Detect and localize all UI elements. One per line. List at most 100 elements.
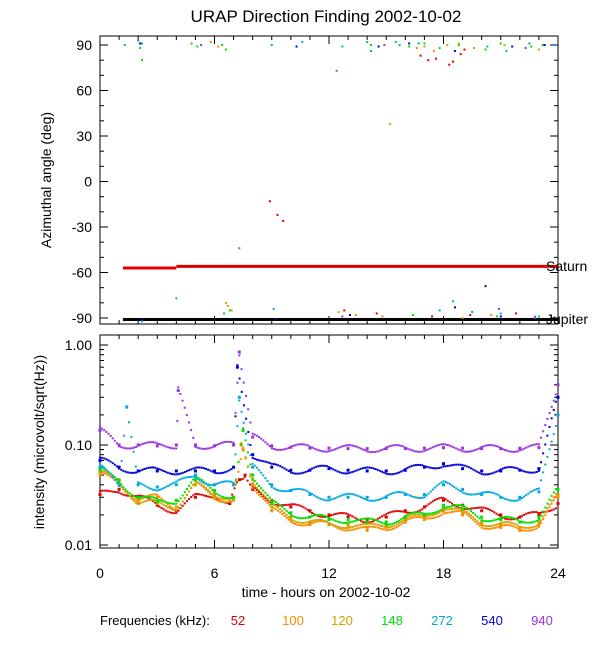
intensity-trace-dot	[510, 499, 513, 502]
intensity-trace-dot	[296, 472, 299, 475]
intensity-trace-dot	[467, 512, 470, 515]
intensity-trace-dot	[266, 480, 269, 483]
intensity-trace-dot	[234, 453, 237, 456]
intensity-trace-dot	[221, 496, 224, 499]
intensity-trace-dot	[548, 503, 551, 506]
intensity-trace-dot	[361, 526, 364, 529]
intensity-trace-dot	[429, 512, 432, 515]
intensity-trace-dot	[221, 501, 224, 504]
intensity-trace-dot	[506, 524, 509, 527]
intensity-trace-dot	[188, 490, 191, 493]
intensity-trace-dot	[262, 497, 265, 500]
intensity-trace-dot	[317, 513, 320, 516]
intensity-trace-dot	[540, 519, 543, 522]
intensity-trace-dot	[540, 522, 543, 525]
intensity-trace-dot	[397, 519, 400, 522]
azimuth-point	[453, 50, 456, 53]
intensity-trace-dot	[173, 473, 176, 476]
intensity-trace-dot	[351, 444, 354, 447]
intensity-trace-dot	[444, 506, 447, 509]
intensity-trace-dot	[340, 528, 343, 531]
intensity-trace-dot	[351, 520, 354, 523]
intensity-trace-dot	[342, 493, 345, 496]
intensity-trace-dot	[491, 491, 494, 494]
intensity-trace-dot	[166, 503, 169, 506]
intensity-point	[251, 435, 255, 439]
intensity-trace-dot	[347, 521, 350, 524]
intensity-trace-dot	[181, 494, 184, 497]
intensity-trace-dot	[374, 499, 377, 502]
intensity-trace-dot	[139, 469, 142, 472]
intensity-trace-dot	[313, 513, 316, 516]
intensity-trace-dot	[209, 496, 212, 499]
intensity-trace-dot	[347, 529, 350, 532]
intensity-trace-dot	[207, 484, 210, 487]
intensity-trace-dot	[476, 470, 479, 473]
intensity-trace-dot	[175, 473, 178, 476]
intensity-trace-dot	[493, 471, 496, 474]
intensity-trace-dot	[246, 479, 249, 482]
intensity-trace-dot	[444, 443, 447, 446]
intensity-trace-dot	[130, 495, 133, 498]
intensity-trace-dot	[508, 524, 511, 527]
intensity-trace-dot	[510, 450, 513, 453]
azimuth-point	[139, 47, 142, 50]
intensity-trace-dot	[164, 486, 167, 489]
intensity-trace-dot	[527, 526, 530, 529]
intensity-trace-dot	[325, 520, 328, 523]
intensity-trace-dot	[192, 436, 195, 439]
intensity-trace-dot	[470, 516, 473, 519]
intensity-trace-dot	[529, 529, 532, 532]
legend-entry-148: 148	[381, 613, 403, 628]
intensity-point	[270, 465, 274, 469]
intensity-trace-dot	[381, 525, 384, 528]
intensity-trace-dot	[552, 499, 555, 502]
intensity-point	[232, 483, 236, 487]
intensity-trace-dot	[179, 392, 182, 395]
intensity-trace-dot	[495, 512, 498, 515]
intensity-trace-dot	[242, 446, 245, 449]
intensity-trace-dot	[156, 467, 159, 470]
intensity-trace-dot	[482, 473, 485, 476]
intensity-point	[251, 483, 255, 487]
intensity-trace-dot	[506, 466, 509, 469]
intensity-trace-dot	[183, 406, 186, 409]
intensity-trace-dot	[196, 481, 199, 484]
intensity-trace-dot	[240, 441, 243, 444]
legend-entry-540: 540	[481, 613, 503, 628]
intensity-trace-dot	[317, 449, 320, 452]
intensity-point	[270, 505, 274, 509]
intensity-trace-dot	[237, 461, 240, 464]
intensity-trace-dot	[406, 493, 409, 496]
intensity-trace-dot	[338, 521, 341, 524]
intensity-trace-dot	[442, 508, 445, 511]
intensity-trace-dot	[253, 487, 256, 490]
intensity-trace-dot	[145, 499, 148, 502]
intensity-trace-dot	[527, 492, 530, 495]
intensity-trace-dot	[111, 462, 114, 465]
intensity-trace-dot	[219, 472, 222, 475]
intensity-trace-dot	[171, 502, 174, 505]
intensity-trace-dot	[544, 514, 547, 517]
intensity-trace-dot	[240, 390, 243, 393]
intensity-trace-dot	[304, 516, 307, 519]
intensity-trace-dot	[374, 468, 377, 471]
intensity-trace-dot	[207, 488, 210, 491]
intensity-trace-dot	[410, 514, 413, 517]
intensity-point	[136, 495, 140, 499]
intensity-trace-dot	[173, 447, 176, 450]
intensity-trace-dot	[438, 483, 441, 486]
intensity-trace-dot	[160, 497, 163, 500]
intensity-trace-dot	[228, 469, 231, 472]
intensity-trace-dot	[510, 516, 513, 519]
intensity-trace-dot	[207, 495, 210, 498]
intensity-trace-dot	[272, 447, 275, 450]
intensity-point	[136, 498, 140, 502]
intensity-trace-dot	[516, 518, 519, 521]
intensity-trace-dot	[351, 471, 354, 474]
intensity-trace-dot	[181, 477, 184, 480]
intensity-trace-dot	[489, 491, 492, 494]
intensity-trace-dot	[103, 457, 106, 460]
intensity-trace-dot	[417, 511, 420, 514]
intensity-trace-dot	[291, 503, 294, 506]
